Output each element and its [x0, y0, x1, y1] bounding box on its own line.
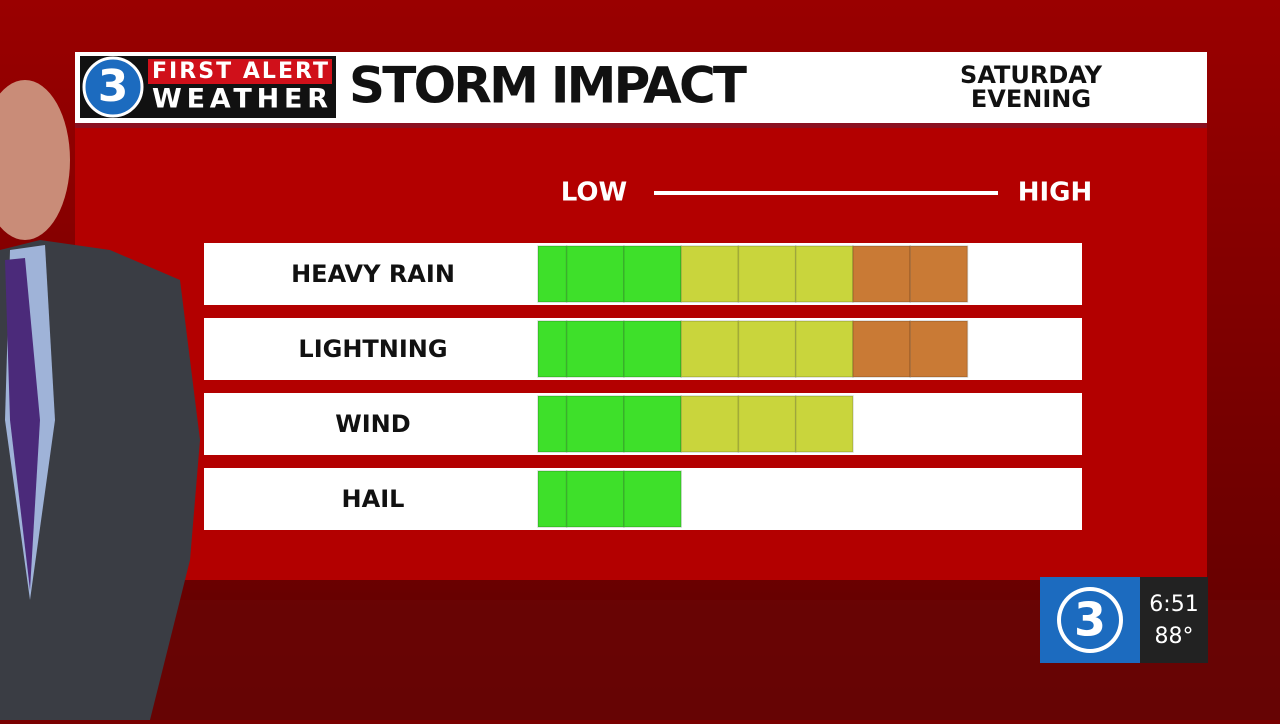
chart-title: STORM IMPACT: [349, 57, 747, 115]
bar-segment: [565, 470, 625, 528]
bar-segment: [537, 320, 568, 378]
bar-segment: [794, 245, 854, 303]
subtitle-line: SATURDAY: [960, 61, 1103, 89]
bug-temperature: 88°: [1155, 624, 1194, 649]
row-label: WIND: [335, 410, 410, 438]
bar-segment: [623, 320, 682, 378]
bug-time: 6:51: [1149, 592, 1198, 617]
presenter-tie: [5, 258, 40, 590]
header-rule: [75, 123, 1207, 128]
logo-number: 3: [98, 61, 129, 112]
bar-segment: [680, 245, 740, 303]
bar-segment: [737, 320, 797, 378]
bar-segment: [909, 320, 969, 378]
logo-line2: WEATHER: [152, 84, 328, 115]
bar-segment: [909, 245, 969, 303]
bar: [537, 395, 854, 453]
bar-segment: [623, 245, 682, 303]
scale-low: LOW: [561, 178, 627, 208]
bar-segment: [794, 320, 854, 378]
row-label: LIGHTNING: [298, 335, 447, 363]
scale-high: HIGH: [1018, 178, 1093, 208]
bar-segment: [852, 245, 911, 303]
bar-segment: [680, 395, 740, 453]
row-label: HAIL: [342, 485, 405, 513]
subtitle-line: EVENING: [971, 85, 1091, 113]
bug-number: 3: [1074, 593, 1106, 647]
bar-segment: [680, 320, 740, 378]
bar-segment: [537, 245, 568, 303]
rows: HEAVY RAIN LIGHTNING WIND HAIL: [204, 243, 1082, 530]
bug-circle-inner: [1061, 591, 1119, 649]
bar: [537, 320, 969, 378]
bar-segment: [623, 395, 682, 453]
bar: [537, 470, 682, 528]
bug-info-box: [1140, 577, 1208, 663]
bar-segment: [537, 395, 568, 453]
bar-segment: [737, 395, 797, 453]
logo-line1: FIRST ALERT: [152, 59, 328, 84]
bar-segment: [565, 320, 625, 378]
logo-circle: [82, 56, 144, 118]
bar-segment: [623, 470, 682, 528]
presenter-head: [0, 80, 70, 240]
row-label: HEAVY RAIN: [291, 260, 455, 288]
bar: [537, 245, 969, 303]
logo-red: [148, 59, 332, 84]
bar-segment: [794, 395, 854, 453]
bar-segment: [565, 395, 625, 453]
bar-segment: [565, 245, 625, 303]
bar-segment: [852, 320, 911, 378]
bar-segment: [737, 245, 797, 303]
bar-segment: [537, 470, 568, 528]
